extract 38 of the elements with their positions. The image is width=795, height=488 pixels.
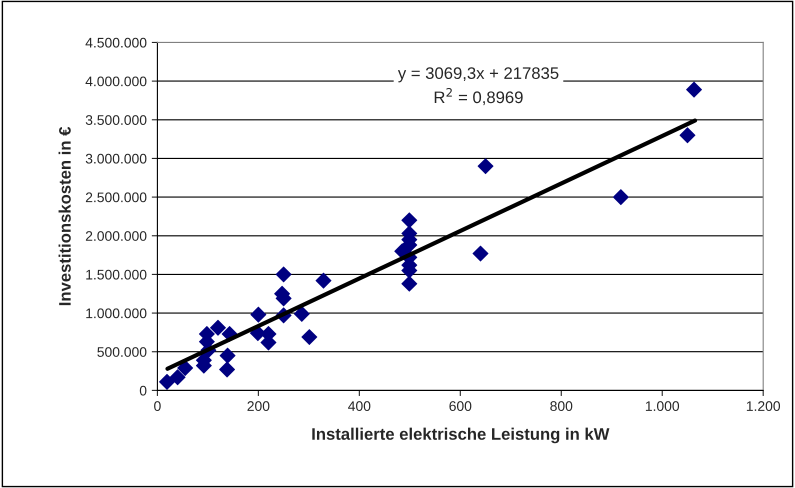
x-tick-label: 1.000: [646, 401, 680, 412]
y-tick-label: 3.500.000: [86, 115, 146, 125]
point: [401, 276, 418, 292]
point: [612, 189, 629, 206]
point: [472, 246, 488, 262]
point: [170, 369, 186, 386]
point: [177, 360, 194, 376]
point: [478, 158, 494, 174]
point: [220, 348, 236, 364]
x-tick-label: 400: [348, 401, 370, 412]
x-tick-label: 1.200: [746, 401, 780, 412]
point: [301, 329, 318, 346]
point: [401, 212, 418, 228]
y-tick-label: 1.000.000: [86, 308, 146, 318]
point: [680, 127, 696, 144]
point: [210, 320, 226, 336]
point: [686, 82, 702, 98]
x-tick-label: 800: [550, 401, 572, 412]
point: [316, 272, 332, 289]
y-tick-label: 2.000.000: [86, 231, 146, 241]
point: [219, 362, 236, 378]
point: [294, 306, 310, 322]
annotation: y = 3069,3x + 217835 R$^{2}$ = 0,8969: [398, 67, 558, 106]
x-tick-label: 200: [247, 401, 270, 412]
y-tick-label: 0: [140, 386, 146, 396]
y-tick-label: 4.500.000: [86, 38, 146, 48]
x-tick-label: 0: [154, 401, 161, 412]
x-axis-title: Installierte elektrische Leistung in kW: [312, 428, 610, 444]
point: [159, 374, 175, 390]
point: [250, 306, 266, 323]
y-tick-label: 4.000.000: [86, 76, 146, 86]
y-tick-label: 2.500.000: [86, 192, 146, 202]
y-axis-title: Investitionskosten in €: [58, 126, 71, 306]
y-tick-label: 3.000.000: [86, 154, 146, 164]
y-tick-label: 1.500.000: [86, 270, 146, 280]
point: [276, 266, 292, 282]
y-tick-label: 500.000: [97, 347, 146, 357]
x-tick-label: 600: [449, 401, 472, 412]
